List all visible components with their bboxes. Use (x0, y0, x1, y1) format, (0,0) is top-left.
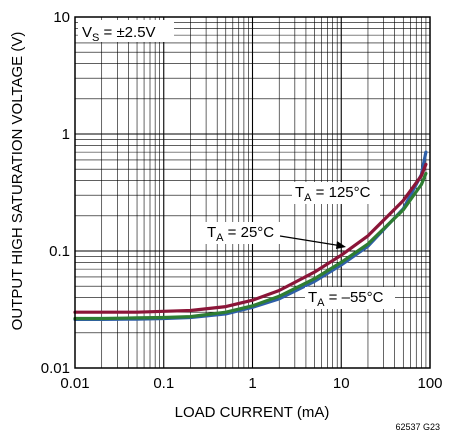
x-tick-label: 0.01 (60, 375, 89, 392)
tick-labels: 0.01 0.1 1 10 100 0.01 0.1 1 10 (41, 9, 443, 392)
y-tick-label: 0.1 (49, 243, 70, 260)
label-125-sub: A (304, 192, 312, 204)
y-tick-label: 0.01 (41, 360, 70, 377)
label-125-main: T (295, 184, 304, 201)
label-25-bg (204, 222, 282, 244)
vs-main: V (82, 24, 92, 41)
series-lines (73, 150, 428, 321)
figure-id: 62537 G23 (395, 422, 440, 432)
series-label-125: TA = 125°C (295, 184, 371, 204)
label-25-arrow-line (279, 235, 343, 247)
x-tick-label: 100 (417, 375, 442, 392)
x-tick-label: 10 (333, 375, 350, 392)
plot-frame (74, 16, 431, 369)
label-25-arrow-head (336, 241, 346, 249)
vs-sub: S (92, 32, 99, 44)
label-25-main: T (207, 224, 216, 241)
series-125c-line (73, 162, 428, 314)
vs-annotation: VS = ±2.5V (82, 24, 156, 44)
label-n55-bg (305, 287, 395, 309)
x-tick-label: 0.1 (153, 375, 174, 392)
x-tick-label: 1 (248, 375, 256, 392)
y-tick-label: 1 (62, 126, 70, 143)
x-axis-label: LOAD CURRENT (mA) (175, 404, 330, 421)
label-n55-main: T (308, 289, 317, 306)
y-axis-label: OUTPUT HIGH SATURATION VOLTAGE (V) (9, 32, 26, 331)
label-25-rest: = 25°C (224, 224, 275, 241)
vs-rest: = ±2.5V (99, 24, 155, 41)
series-label-25: TA = 25°C (207, 224, 274, 244)
label-n55-rest: = –55°C (325, 289, 384, 306)
label-25-sub: A (216, 232, 224, 244)
label-n55-sub: A (317, 297, 325, 309)
label-125-rest: = 125°C (312, 184, 371, 201)
series-label-n55: TA = –55°C (308, 289, 384, 309)
y-tick-label: 10 (53, 9, 70, 26)
vs-annotation-bg (78, 20, 174, 42)
series-25c-line (73, 171, 428, 321)
label-125-bg (292, 182, 380, 204)
